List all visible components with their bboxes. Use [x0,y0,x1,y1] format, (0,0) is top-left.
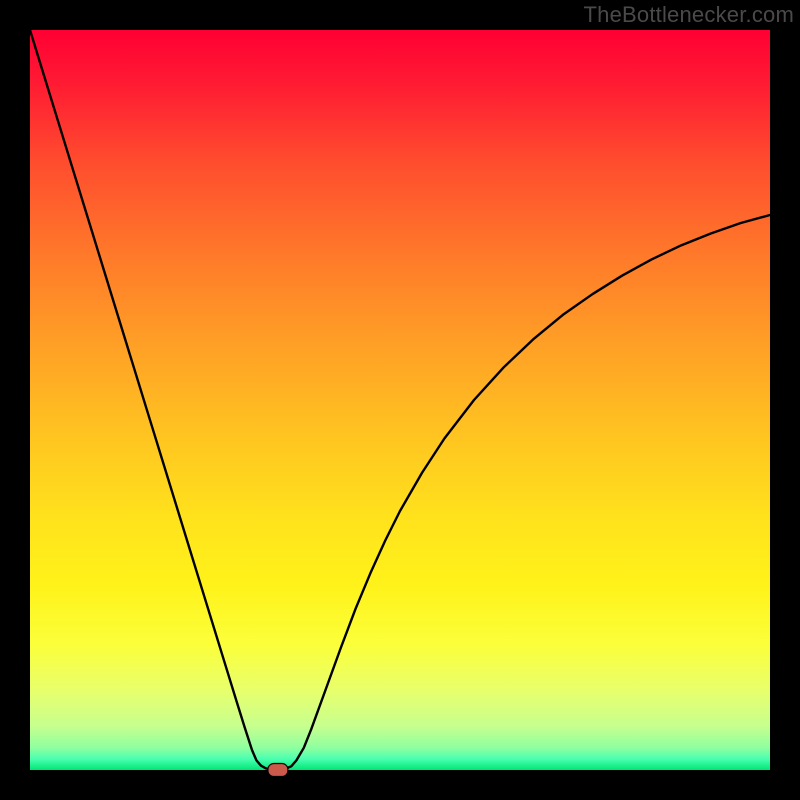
bottleneck-curve-chart [0,0,800,800]
chart-frame: TheBottlenecker.com [0,0,800,800]
watermark-text: TheBottlenecker.com [584,2,794,28]
optimum-marker [268,764,288,777]
plot-background [30,30,770,770]
